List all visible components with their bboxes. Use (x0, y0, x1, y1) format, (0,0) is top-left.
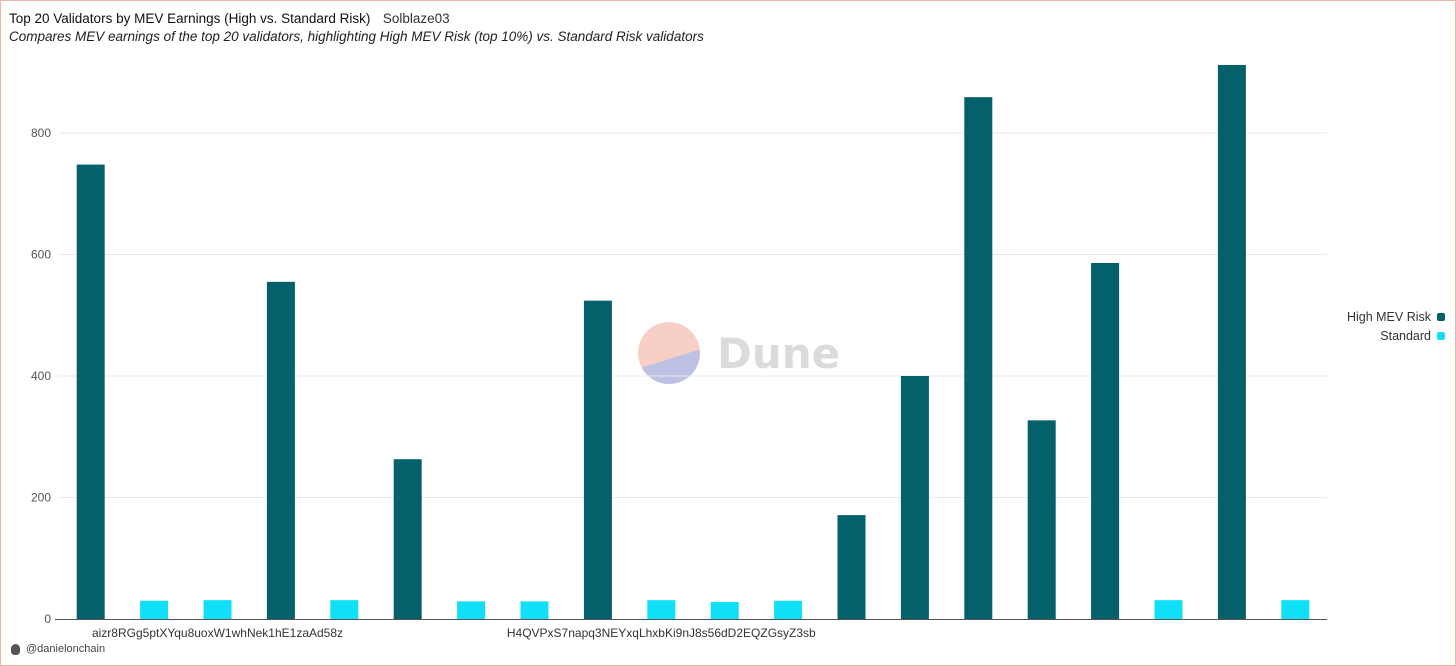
legend-label-high: High MEV Risk (1346, 309, 1431, 324)
legend-swatch-standard (1437, 331, 1445, 340)
bar-standard[interactable] (1154, 600, 1183, 619)
bar-standard[interactable] (774, 600, 803, 619)
bar-standard[interactable] (457, 601, 486, 619)
y-tick-label: 0 (44, 612, 51, 626)
bar-high-mev-risk[interactable] (1217, 64, 1246, 619)
bar-chart: 0 200 400 600 800 aizr8RGg5ptXYqu8uoxW1whNek1… (31, 64, 1327, 640)
bar-standard[interactable] (710, 601, 739, 619)
chart-title: Top 20 Validators by MEV Earnings (High … (9, 11, 371, 26)
bar-high-mev-risk[interactable] (1027, 420, 1056, 619)
bar-standard[interactable] (203, 600, 232, 619)
bar-high-mev-risk[interactable] (76, 164, 105, 619)
chart-header: Top 20 Validators by MEV Earnings (High … (9, 10, 450, 28)
bar-high-mev-risk[interactable] (837, 515, 866, 619)
bar-standard[interactable] (1281, 600, 1310, 619)
bar-high-mev-risk[interactable] (1091, 263, 1120, 619)
x-tick-label: H4QVPxS7napq3NEYxqLhxbKi9nJ8s56dD2EQZGsy… (507, 626, 816, 640)
y-tick-label: 600 (31, 248, 51, 262)
author-name[interactable]: Solblaze03 (382, 11, 450, 26)
y-tick-label: 400 (31, 369, 51, 383)
y-tick-label: 200 (31, 491, 51, 505)
x-tick-label: aizr8RGg5ptXYqu8uoxW1whNek1hE1zaAd58z (92, 626, 343, 640)
bar-high-mev-risk[interactable] (266, 281, 295, 619)
footer: @danielonchain (11, 643, 105, 655)
legend-swatch-high (1437, 312, 1445, 321)
footer-handle[interactable]: @danielonchain (26, 643, 106, 655)
legend: High MEV Risk Standard (1347, 307, 1445, 345)
legend-item-high-mev-risk[interactable]: High MEV Risk (1347, 307, 1445, 326)
bar-high-mev-risk[interactable] (583, 300, 612, 619)
bar-standard[interactable] (647, 600, 676, 619)
bar-standard[interactable] (140, 600, 169, 619)
bar-standard[interactable] (330, 600, 359, 619)
legend-label-standard: Standard (1380, 328, 1431, 343)
chart-subtitle: Compares MEV earnings of the top 20 vali… (9, 29, 704, 44)
user-avatar-icon (11, 643, 20, 655)
legend-item-standard[interactable]: Standard (1347, 326, 1445, 345)
bar-high-mev-risk[interactable] (393, 459, 422, 619)
bar-high-mev-risk[interactable] (900, 376, 929, 619)
dune-watermark: Dune (637, 321, 840, 385)
bar-standard[interactable] (520, 601, 549, 619)
watermark-text: Dune (717, 328, 841, 378)
y-tick-label: 800 (31, 126, 51, 140)
bar-high-mev-risk[interactable] (964, 97, 993, 620)
